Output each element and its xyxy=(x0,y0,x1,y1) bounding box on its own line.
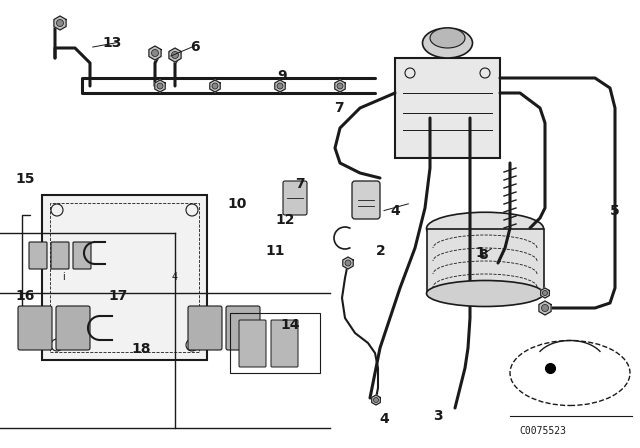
Text: 10: 10 xyxy=(227,197,246,211)
Text: 7: 7 xyxy=(294,177,305,191)
Ellipse shape xyxy=(430,28,465,48)
Text: 3: 3 xyxy=(433,409,444,423)
Text: i: i xyxy=(62,272,65,282)
Circle shape xyxy=(157,83,163,89)
Polygon shape xyxy=(149,46,161,60)
Polygon shape xyxy=(54,16,66,30)
FancyBboxPatch shape xyxy=(188,306,222,350)
Text: 18: 18 xyxy=(131,342,150,357)
Polygon shape xyxy=(541,288,549,298)
Text: 5: 5 xyxy=(609,203,620,218)
Text: 7: 7 xyxy=(334,100,344,115)
FancyBboxPatch shape xyxy=(73,242,91,269)
Circle shape xyxy=(212,83,218,89)
Polygon shape xyxy=(210,80,220,92)
FancyBboxPatch shape xyxy=(352,181,380,219)
Text: 8: 8 xyxy=(478,248,488,263)
Text: 11: 11 xyxy=(266,244,285,258)
FancyBboxPatch shape xyxy=(51,242,69,269)
FancyBboxPatch shape xyxy=(18,306,52,350)
Text: 9: 9 xyxy=(276,69,287,83)
Circle shape xyxy=(337,83,343,89)
Text: 2: 2 xyxy=(376,244,386,258)
Polygon shape xyxy=(372,395,380,405)
Circle shape xyxy=(543,290,547,296)
Circle shape xyxy=(172,52,179,59)
FancyBboxPatch shape xyxy=(56,306,90,350)
FancyBboxPatch shape xyxy=(226,306,260,350)
Ellipse shape xyxy=(422,28,472,58)
Text: 1: 1 xyxy=(475,246,485,260)
Text: 15: 15 xyxy=(16,172,35,186)
Text: C0075523: C0075523 xyxy=(519,426,566,436)
Circle shape xyxy=(277,83,283,89)
Text: 17: 17 xyxy=(109,289,128,303)
FancyBboxPatch shape xyxy=(395,58,500,158)
Polygon shape xyxy=(539,301,551,315)
Polygon shape xyxy=(335,80,345,92)
Text: 13: 13 xyxy=(102,35,122,50)
Polygon shape xyxy=(343,257,353,269)
Circle shape xyxy=(374,397,378,402)
Text: 4: 4 xyxy=(379,412,389,426)
FancyBboxPatch shape xyxy=(271,320,298,367)
FancyBboxPatch shape xyxy=(239,320,266,367)
FancyBboxPatch shape xyxy=(426,228,543,293)
Circle shape xyxy=(56,20,63,26)
Polygon shape xyxy=(155,80,165,92)
Circle shape xyxy=(345,260,351,266)
Text: 6: 6 xyxy=(190,40,200,54)
Circle shape xyxy=(152,49,159,56)
FancyBboxPatch shape xyxy=(29,242,47,269)
FancyBboxPatch shape xyxy=(42,195,207,360)
Text: 4: 4 xyxy=(390,203,401,218)
Text: 4: 4 xyxy=(172,272,178,282)
Circle shape xyxy=(541,305,548,311)
Text: 14: 14 xyxy=(280,318,300,332)
Polygon shape xyxy=(275,80,285,92)
FancyBboxPatch shape xyxy=(283,181,307,215)
Polygon shape xyxy=(169,48,181,62)
Ellipse shape xyxy=(426,212,543,245)
Text: 12: 12 xyxy=(275,212,294,227)
Text: 16: 16 xyxy=(16,289,35,303)
Ellipse shape xyxy=(426,280,543,306)
